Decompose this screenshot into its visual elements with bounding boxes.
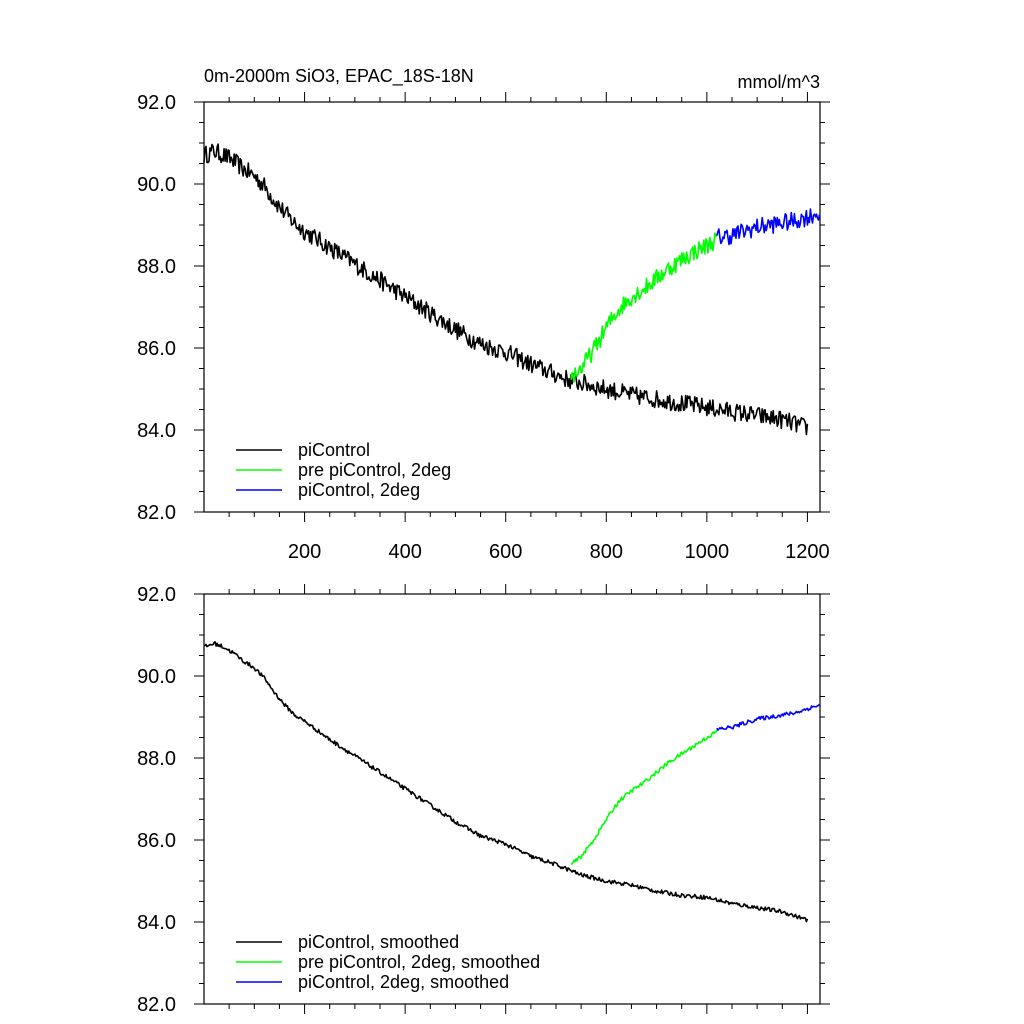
y-tick-label: 82.0: [137, 502, 176, 524]
top-panel: 200 400 600 800 1000 1200 82.0 84.0 86.0 88.0 90.0…: [137, 66, 830, 563]
plot-frame: [203, 593, 821, 1005]
x-tick-label: 1200: [785, 541, 830, 563]
y-tick-label: 88.0: [137, 256, 176, 278]
x-tick-label: 400: [388, 541, 421, 563]
y-tick-label: 88.0: [137, 748, 176, 770]
chart-title: 0m-2000m SiO3, EPAC_18S-18N: [204, 66, 474, 87]
bottom-panel: 82.0 84.0 86.0 88.0 90.0 92.0 piControl, smoot…: [137, 584, 830, 1016]
x-tick-label: 200: [288, 541, 321, 563]
y-tick-label: 84.0: [137, 420, 176, 442]
series-line-2: [716, 208, 821, 246]
y-tick-label: 90.0: [137, 666, 176, 688]
y-tick-label: 92.0: [137, 92, 176, 114]
legend-label: piControl, smoothed: [298, 932, 459, 952]
legend-label: pre piControl, 2deg: [298, 460, 451, 480]
x-tick-label: 800: [590, 541, 623, 563]
legend-label: pre piControl, 2deg, smoothed: [298, 952, 540, 972]
legend-label: piControl, 2deg: [298, 480, 420, 500]
y-tick-label: 86.0: [137, 830, 176, 852]
y-tick-label: 84.0: [137, 912, 176, 934]
y-tick-label: 92.0: [137, 584, 176, 606]
x-tick-label: 1000: [685, 541, 730, 563]
x-tick-label: 600: [489, 541, 522, 563]
series-line-1: [570, 232, 718, 383]
y-tick-label: 86.0: [137, 338, 176, 360]
plot-frame: [203, 101, 821, 513]
y-tick-label: 82.0: [137, 994, 176, 1016]
legend-label: piControl: [298, 440, 370, 460]
y-tick-label: 90.0: [137, 174, 176, 196]
series-line-0: [203, 143, 809, 436]
legend-label: piControl, 2deg, smoothed: [298, 972, 509, 992]
series-line-1: [571, 729, 718, 865]
series-line-0: [203, 640, 809, 923]
series-line-2: [716, 703, 821, 731]
units-label: mmol/m^3: [738, 72, 820, 92]
